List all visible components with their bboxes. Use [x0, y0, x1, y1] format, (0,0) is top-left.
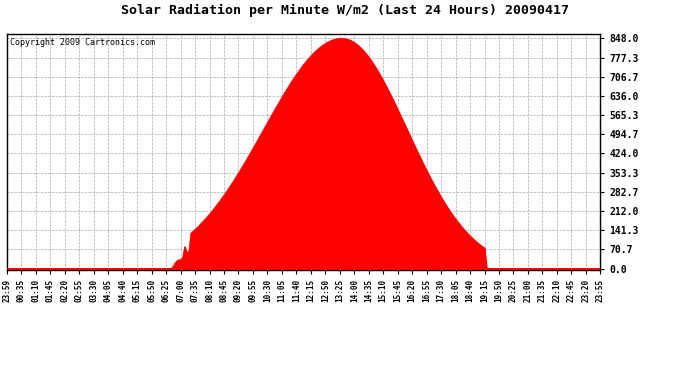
Text: Copyright 2009 Cartronics.com: Copyright 2009 Cartronics.com — [10, 39, 155, 48]
Text: Solar Radiation per Minute W/m2 (Last 24 Hours) 20090417: Solar Radiation per Minute W/m2 (Last 24… — [121, 4, 569, 17]
